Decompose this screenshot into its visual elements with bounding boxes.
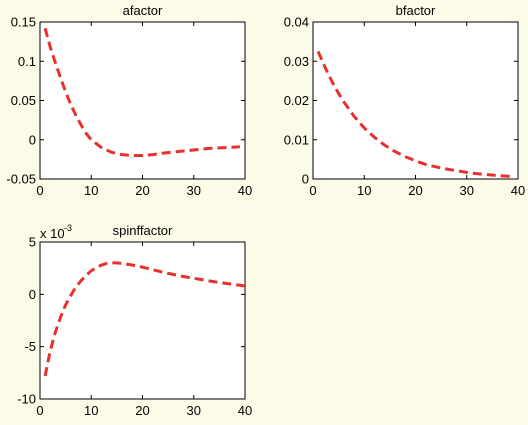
x-tick-label: 40	[511, 183, 525, 198]
series-line	[43, 261, 246, 377]
x-tick-label: 30	[187, 183, 201, 198]
chart-title: bfactor	[396, 3, 436, 18]
x-tick-label: 10	[84, 183, 98, 198]
x-tick-label: 0	[36, 403, 43, 418]
y-multiplier: x 10	[40, 226, 65, 241]
y-tick-label: 0	[29, 287, 36, 302]
y-tick-label: 0.1	[18, 54, 36, 69]
y-tick-label: 0.04	[284, 15, 309, 30]
plot-area	[39, 241, 246, 400]
series-line	[43, 27, 240, 157]
chart-title: afactor	[123, 3, 163, 18]
x-tick-label: 30	[187, 403, 201, 418]
chart-2: spinffactor 0 10 20 30 40 -10 -5 0 5 x 10 -3	[17, 223, 252, 418]
y-tick-label: 0.02	[284, 93, 309, 108]
chart-title: spinffactor	[113, 223, 173, 238]
x-tick-label: 10	[357, 183, 371, 198]
x-tick-label: 10	[84, 403, 98, 418]
chart-1: bfactor 0 10 20 30 40 0 0.01 0.02 0.03 0.04	[284, 3, 526, 198]
plot-area	[39, 21, 246, 180]
y-tick-label: 0	[29, 132, 36, 147]
y-tick-label: 0.01	[284, 132, 309, 147]
x-tick-label: 20	[408, 183, 422, 198]
x-tick-label: 40	[238, 183, 252, 198]
x-tick-label: 0	[309, 183, 316, 198]
plot-area	[312, 21, 519, 180]
x-tick-label: 0	[36, 183, 43, 198]
x-tick-label: 20	[135, 403, 149, 418]
y-tick-label: 5	[29, 235, 36, 250]
x-tick-label: 30	[460, 183, 474, 198]
y-tick-label: 0.05	[11, 93, 36, 108]
y-tick-label: 0.03	[284, 54, 309, 69]
y-tick-label: -5	[24, 339, 36, 354]
y-tick-label: -10	[17, 392, 36, 407]
y-multiplier-exponent: -3	[64, 223, 72, 233]
x-tick-label: 20	[135, 183, 149, 198]
y-tick-label: -0.05	[6, 172, 36, 187]
y-tick-label: 0	[302, 172, 309, 187]
x-tick-label: 40	[238, 403, 252, 418]
y-tick-label: 0.15	[11, 15, 36, 30]
